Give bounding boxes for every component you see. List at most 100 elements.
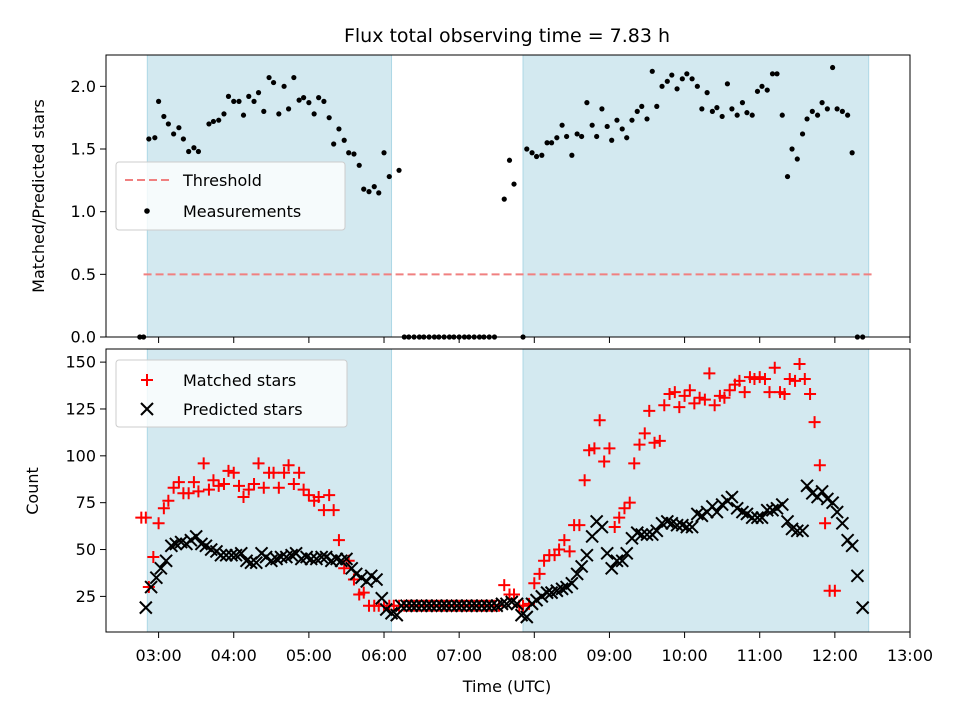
predicted-star-point: [640, 527, 654, 542]
measurement-point: [180, 136, 186, 142]
matched-star-point: [813, 459, 826, 472]
matched-star-point: [498, 579, 511, 592]
matched-star-point: [302, 489, 315, 502]
measurement-point: [285, 106, 292, 112]
matched-star-point: [553, 543, 566, 556]
matched-star-point: [683, 384, 696, 397]
y-axis-label-top: Matched/Predicted stars: [29, 99, 48, 293]
predicted-star-point: [274, 550, 288, 564]
predicted-star-point: [835, 516, 850, 531]
matched-star-point: [663, 387, 676, 400]
measurement-point: [376, 190, 382, 196]
matched-star-point: [312, 491, 325, 504]
matched-star-point: [708, 399, 721, 412]
measurement-point: [684, 71, 690, 77]
measurement-point: [146, 136, 152, 142]
matched-star-point: [723, 384, 736, 397]
predicted-star-point: [414, 599, 429, 613]
measurement-point: [554, 135, 560, 141]
matched-star-point: [192, 485, 205, 498]
matched-star-point: [678, 389, 691, 402]
legend-box-bottom: [115, 359, 348, 428]
measurement-point: [759, 83, 765, 89]
count-points: [135, 357, 870, 624]
measurement-point: [356, 162, 362, 168]
measurement-point: [511, 181, 517, 187]
x-axis-label: Time (UTC): [462, 677, 551, 696]
measurement-point: [381, 150, 387, 156]
y-tick-label: 1.5: [71, 140, 96, 159]
predicted-star-point: [435, 599, 449, 613]
measurement-point: [231, 98, 237, 104]
predicted-star-point: [444, 599, 459, 613]
predicted-star-point: [795, 524, 810, 538]
measurement-point: [849, 150, 855, 156]
y-tick-label: 2.0: [71, 77, 96, 96]
matched-star-point: [733, 374, 746, 387]
matched-star-point: [187, 476, 200, 489]
matched-star-point: [142, 581, 155, 594]
measurement-point: [301, 95, 307, 101]
measurement-point: [689, 76, 695, 82]
matched-star-point: [558, 534, 571, 547]
predicted-star-point: [845, 539, 859, 553]
matched-star-point: [272, 481, 285, 494]
measurement-point: [579, 133, 585, 140]
y-axis-label-bottom: Count: [23, 467, 42, 515]
matched-star-point: [323, 489, 336, 502]
predicted-star-point: [219, 548, 233, 562]
legend-predicted-label: Predicted stars: [183, 400, 303, 419]
predicted-star-point: [314, 550, 329, 564]
measurement-point: [276, 111, 282, 117]
measurement-point: [724, 81, 731, 87]
matched-star-point: [783, 372, 796, 385]
measurement-point: [210, 118, 217, 125]
measurement-point: [604, 123, 610, 130]
matched-star-point: [789, 374, 802, 387]
measurement-point: [664, 78, 670, 84]
measurement-point: [366, 189, 372, 195]
predicted-star-point: [139, 600, 153, 615]
measurement-point: [629, 117, 635, 123]
measurement-point: [830, 64, 836, 71]
measurement-point: [649, 68, 655, 74]
predicted-star-point: [685, 520, 699, 534]
observing-window-2: [522, 348, 870, 633]
measurement-point: [206, 121, 212, 127]
measurement-point: [221, 111, 227, 117]
matched-star-point: [643, 404, 656, 417]
predicted-star-point: [304, 552, 318, 566]
measurement-point: [784, 173, 791, 180]
x-tick-label: 06:00: [361, 646, 407, 665]
measurement-point: [533, 153, 540, 160]
matched-star-point: [167, 481, 180, 494]
matched-star-point: [798, 372, 811, 385]
predicted-star-point: [159, 554, 173, 568]
matched-star-point: [248, 477, 261, 490]
predicted-star-point: [775, 497, 789, 512]
predicted-star-point: [580, 548, 594, 562]
measurement-point: [529, 150, 535, 156]
legend-box-top: [115, 161, 346, 231]
measurement-point: [609, 137, 615, 143]
y-tick-label: 25: [76, 587, 96, 606]
predicted-star-point: [454, 599, 469, 613]
matched-star-point: [638, 427, 651, 440]
predicted-star-point: [450, 599, 464, 613]
x-tick-label: 12:00: [812, 646, 858, 665]
predicted-star-point: [154, 561, 168, 575]
matched-star-point: [693, 391, 706, 404]
measurement-point: [386, 173, 392, 180]
measurement-point: [236, 98, 242, 104]
measurement-point: [261, 108, 267, 114]
measurement-point: [311, 111, 317, 117]
measurement-point: [774, 71, 780, 77]
measurement-point: [729, 106, 735, 112]
legend-measurements-label: Measurements: [183, 202, 301, 221]
measurement-point: [714, 105, 720, 111]
predicted-star-point: [420, 599, 434, 613]
predicted-star-point: [375, 591, 389, 605]
measurement-point: [644, 116, 650, 122]
x-tick-label: 05:00: [286, 646, 332, 665]
observing-window-2: [522, 54, 870, 338]
